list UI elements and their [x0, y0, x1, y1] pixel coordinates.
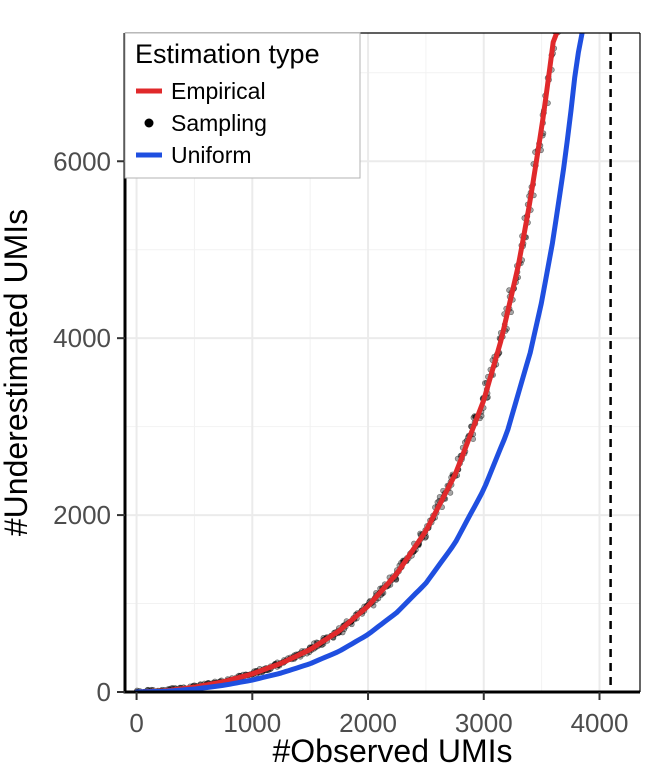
y-tick-label: 2000	[53, 500, 111, 530]
x-tick-label: 1000	[223, 708, 281, 738]
y-tick-label: 0	[97, 677, 111, 707]
legend-label-empirical: Empirical	[171, 78, 266, 104]
ticks: 0 1000 2000 3000 4000 0 2000 4000 6000	[53, 146, 628, 738]
y-tick-label: 6000	[53, 146, 111, 176]
x-axis-title: #Observed UMIs	[272, 733, 512, 768]
x-tick-label: 2000	[339, 708, 397, 738]
legend-box	[124, 32, 361, 179]
x-tick-label: 0	[129, 708, 143, 738]
series-line-empirical	[134, 33, 560, 692]
x-tick-label: 4000	[571, 708, 629, 738]
legend: Estimation type Empirical Sampling Uniform	[124, 32, 361, 179]
y-tick-label: 4000	[53, 323, 111, 353]
plot-area	[132, 33, 612, 692]
legend-label-uniform: Uniform	[171, 142, 252, 168]
x-tick-label: 3000	[455, 708, 513, 738]
legend-title: Estimation type	[135, 39, 320, 69]
legend-label-sampling: Sampling	[171, 110, 267, 136]
legend-key-sampling	[144, 118, 154, 128]
series-line-uniform	[134, 33, 585, 692]
y-axis-title: #Underestimated UMIs	[0, 209, 34, 536]
